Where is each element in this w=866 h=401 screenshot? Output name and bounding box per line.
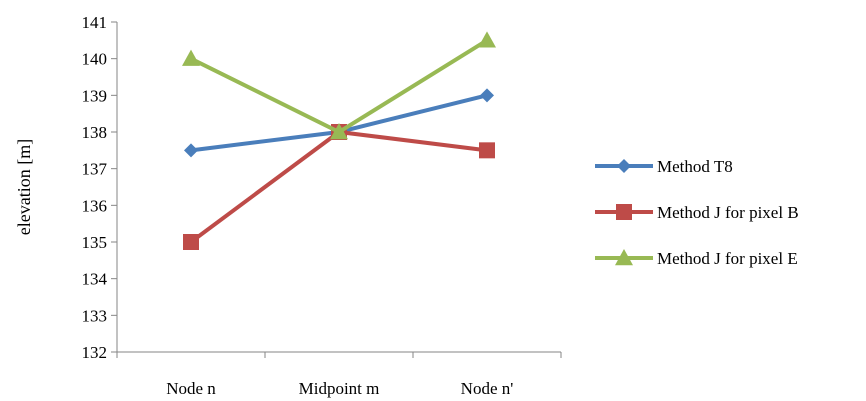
series-line — [189, 38, 489, 134]
y-ticks: 132 133 134 135 136 137 138 139 140 141 — [82, 13, 117, 362]
x-category-label: Midpoint m — [299, 379, 380, 398]
data-point — [330, 123, 348, 140]
y-axis-title: elevation [m] — [14, 139, 34, 235]
y-tick-label: 136 — [82, 196, 108, 215]
legend-label: Method T8 — [657, 157, 733, 176]
legend: Method T8 Method J for pixel B Method J fo… — [595, 157, 799, 268]
series-2 — [183, 124, 495, 250]
series-line — [189, 130, 489, 244]
legend-item: Method T8 — [595, 157, 733, 176]
y-tick-label: 141 — [82, 13, 108, 32]
x-category-label: Node n — [166, 379, 216, 398]
data-point — [478, 31, 496, 48]
data-point — [184, 143, 198, 158]
x-category-label: Node n' — [461, 379, 514, 398]
series-line — [189, 93, 489, 153]
x-ticks: Node n Midpoint m Node n' — [116, 352, 562, 398]
y-tick-label: 135 — [82, 233, 108, 252]
data-point — [480, 88, 494, 103]
axes — [116, 22, 561, 353]
y-tick-label: 137 — [82, 160, 108, 179]
legend-item: Method J for pixel B — [595, 203, 799, 222]
legend-marker — [616, 204, 632, 220]
legend-marker — [617, 159, 631, 173]
y-tick-label: 138 — [82, 123, 108, 142]
y-tick-label: 132 — [82, 343, 108, 362]
series-group — [182, 31, 496, 250]
y-tick-label: 140 — [82, 50, 108, 69]
legend-label: Method J for pixel E — [657, 249, 798, 268]
data-point — [182, 49, 200, 66]
data-point — [183, 234, 199, 250]
y-tick-label: 139 — [82, 86, 108, 105]
legend-item: Method J for pixel E — [595, 249, 798, 268]
legend-label: Method J for pixel B — [657, 203, 799, 222]
y-tick-label: 134 — [82, 270, 108, 289]
series-3 — [182, 31, 496, 140]
legend-marker — [615, 249, 633, 266]
data-point — [479, 142, 495, 159]
y-tick-label: 133 — [82, 306, 108, 325]
